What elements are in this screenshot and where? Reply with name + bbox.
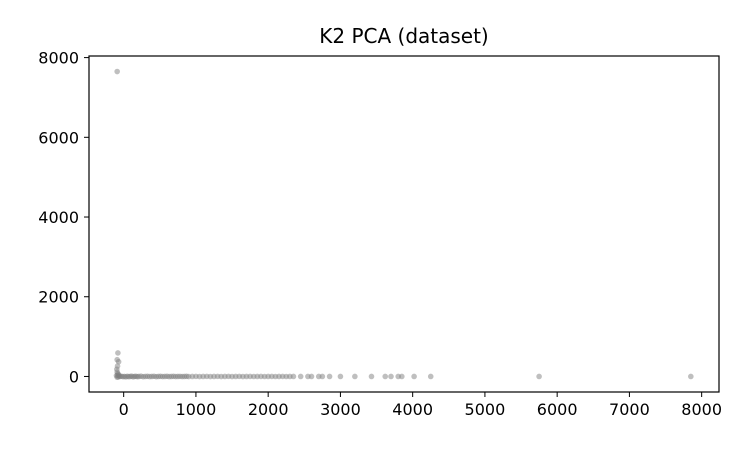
data-point [115, 350, 121, 356]
data-point [427, 373, 434, 380]
data-point [114, 68, 120, 75]
data-point [319, 373, 326, 380]
data-point [337, 373, 344, 380]
y-tick-label: 8000 [38, 49, 79, 68]
y-tick-label: 2000 [38, 288, 79, 307]
data-point [297, 373, 304, 380]
x-tick-label: 6000 [537, 400, 578, 419]
data-point [399, 373, 405, 380]
x-tick-label: 0 [119, 400, 129, 419]
y-axis-ticks: 0 2000 4000 6000 8000 [38, 49, 89, 386]
x-tick-label: 2000 [248, 400, 289, 419]
data-point [368, 373, 375, 380]
y-tick-label: 6000 [38, 128, 79, 147]
y-tick-label: 0 [69, 367, 79, 386]
x-tick-label: 5000 [465, 400, 506, 419]
data-point [115, 358, 122, 365]
data-point [536, 373, 542, 380]
chart-title: K2 PCA (dataset) [319, 24, 488, 48]
data-point [388, 373, 394, 380]
x-tick-label: 1000 [176, 400, 217, 419]
data-point [326, 373, 333, 380]
data-point [382, 373, 389, 380]
data-point [411, 373, 417, 380]
plot-area-frame [88, 55, 720, 393]
data-point [352, 373, 358, 380]
x-tick-label: 4000 [392, 400, 433, 419]
y-tick-label: 4000 [38, 208, 79, 227]
x-axis-ticks: 0 1000 2000 3000 4000 5000 6000 7000 8000 [119, 392, 722, 419]
data-points [113, 68, 694, 381]
x-tick-label: 7000 [609, 400, 650, 419]
data-point [290, 373, 297, 380]
x-tick-label: 8000 [681, 400, 722, 419]
data-point [308, 373, 315, 380]
data-point [688, 373, 694, 380]
x-tick-label: 3000 [320, 400, 361, 419]
